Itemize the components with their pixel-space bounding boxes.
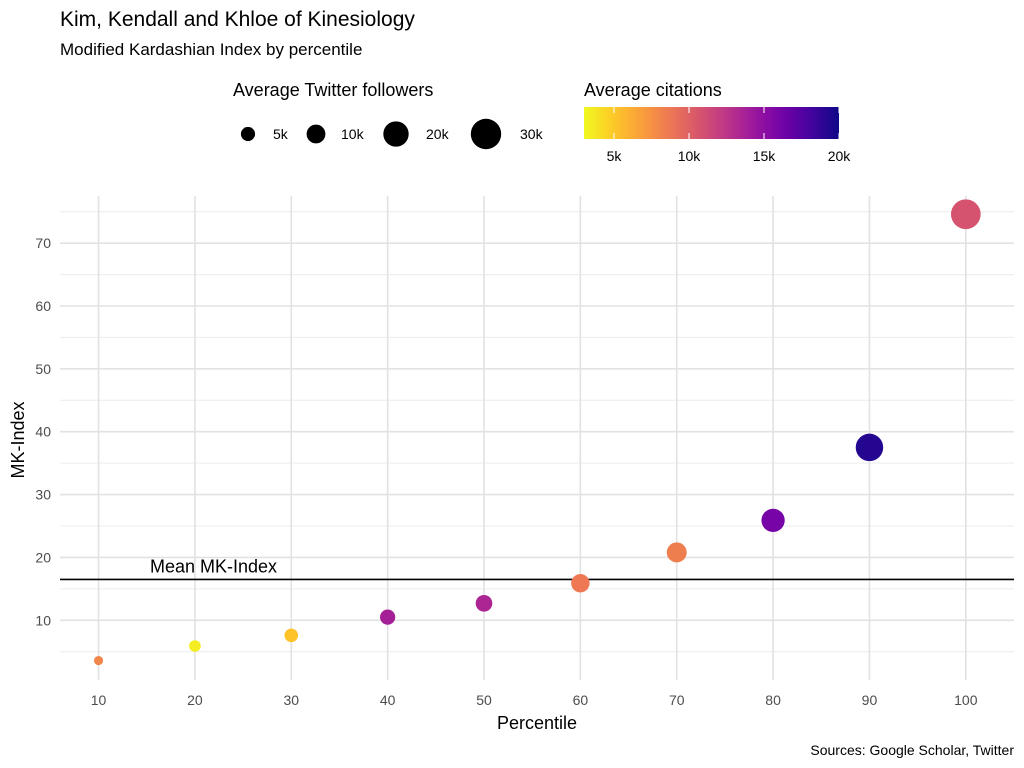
- x-tick-label: 80: [765, 692, 781, 708]
- size-legend-title: Average Twitter followers: [233, 80, 433, 100]
- x-tick-label: 70: [669, 692, 685, 708]
- color-legend-label: 10k: [678, 148, 702, 164]
- plot-area: 10 20 30 40 50 60 70 10 20 30 40 50 60 70 80 90 100 Mean …: [35, 196, 1014, 708]
- y-tick-label: 60: [35, 298, 51, 314]
- size-legend-label: 5k: [273, 126, 289, 142]
- size-legend-key: [383, 121, 409, 147]
- chart-caption: Sources: Google Scholar, Twitter: [810, 742, 1014, 758]
- mean-reference-label: Mean MK-Index: [150, 556, 277, 576]
- x-tick-label: 90: [862, 692, 878, 708]
- data-point: [571, 573, 590, 593]
- chart-subtitle: Modified Kardashian Index by percentile: [60, 40, 362, 59]
- data-point: [950, 199, 981, 230]
- legends: Average Twitter followers 5k 10k 20k 30k Aver…: [233, 80, 851, 164]
- color-legend-label: 20k: [828, 148, 852, 164]
- x-tick-label: 10: [91, 692, 107, 708]
- y-tick-label: 70: [35, 235, 51, 251]
- data-point: [475, 594, 493, 612]
- x-tick-label: 60: [573, 692, 589, 708]
- data-point: [284, 628, 299, 643]
- y-axis-label: MK-Index: [8, 401, 28, 478]
- y-tick-label: 20: [35, 549, 51, 565]
- size-legend-key: [470, 118, 502, 150]
- data-point: [93, 655, 104, 666]
- size-legend-label: 10k: [341, 126, 365, 142]
- y-tick-label: 40: [35, 424, 51, 440]
- data-point: [666, 542, 687, 563]
- data-point: [761, 508, 785, 532]
- data-point: [189, 640, 201, 652]
- color-legend-label: 15k: [753, 148, 777, 164]
- x-tick-label: 50: [476, 692, 492, 708]
- color-legend-title: Average citations: [584, 80, 722, 100]
- size-legend-key: [240, 126, 256, 142]
- size-legend-label: 30k: [520, 126, 544, 142]
- y-tick-label: 10: [35, 612, 51, 628]
- data-point: [380, 609, 396, 625]
- x-axis-label: Percentile: [497, 713, 577, 733]
- size-legend-key: [306, 124, 326, 144]
- y-tick-label: 30: [35, 487, 51, 503]
- x-tick-label: 30: [283, 692, 299, 708]
- size-legend-label: 20k: [426, 126, 450, 142]
- data-point: [855, 433, 884, 462]
- chart-title: Kim, Kendall and Khloe of Kinesiology: [60, 8, 415, 31]
- x-tick-label: 100: [954, 692, 978, 708]
- x-tick-label: 40: [380, 692, 396, 708]
- color-legend-bar: [584, 107, 839, 139]
- x-tick-label: 20: [187, 692, 203, 708]
- y-tick-label: 50: [35, 361, 51, 377]
- color-legend-label: 5k: [607, 148, 623, 164]
